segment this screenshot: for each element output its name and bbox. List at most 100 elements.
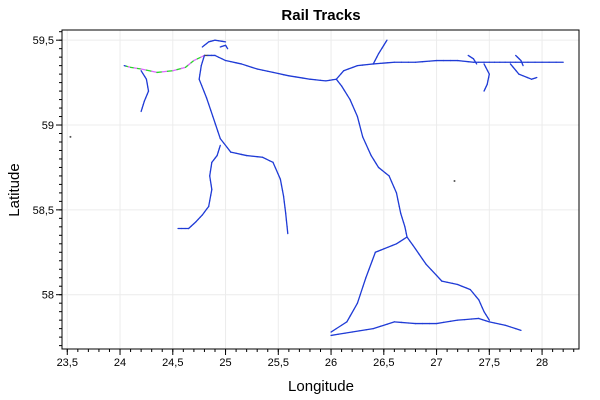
track-segment bbox=[145, 78, 148, 84]
x-tick-label: 24,5 bbox=[162, 357, 183, 369]
track-segment bbox=[472, 292, 477, 298]
track-segment bbox=[400, 212, 403, 219]
track-segment bbox=[509, 63, 514, 68]
track-segment bbox=[140, 107, 143, 113]
track-segment bbox=[469, 288, 474, 294]
track-segment bbox=[515, 327, 522, 331]
track-segment bbox=[372, 325, 381, 330]
track-segment bbox=[251, 66, 258, 70]
track-segment bbox=[435, 274, 443, 282]
track-segment bbox=[340, 321, 348, 326]
track-segment bbox=[375, 162, 380, 169]
track-segment bbox=[240, 153, 248, 157]
track-segment bbox=[267, 70, 274, 74]
track-segment bbox=[353, 302, 359, 311]
track-segment bbox=[351, 330, 360, 333]
track-segment bbox=[435, 321, 445, 325]
track-segment bbox=[386, 61, 396, 64]
track-segment bbox=[379, 62, 388, 65]
track-segment bbox=[180, 66, 187, 70]
track-segment bbox=[256, 68, 264, 71]
track-16 bbox=[515, 54, 524, 67]
x-tick-label: 26,5 bbox=[373, 357, 394, 369]
track-segment bbox=[383, 246, 389, 250]
track-segment bbox=[399, 238, 405, 243]
track-segment bbox=[151, 70, 158, 74]
track-segment bbox=[395, 240, 401, 245]
track-segment bbox=[176, 67, 182, 71]
track-segment bbox=[414, 248, 420, 255]
track-segment bbox=[209, 166, 212, 173]
track-segment bbox=[240, 63, 248, 67]
grid bbox=[62, 30, 579, 349]
track-segment bbox=[409, 240, 414, 246]
track-segment bbox=[210, 109, 214, 118]
x-tick-label: 24 bbox=[114, 357, 126, 369]
track-segment bbox=[356, 64, 364, 67]
track-segment bbox=[388, 175, 393, 183]
track-segment bbox=[205, 97, 210, 105]
track-segment bbox=[209, 179, 212, 186]
track-segment bbox=[330, 333, 339, 337]
track-segment bbox=[428, 59, 438, 62]
rail-tracks bbox=[123, 39, 564, 337]
track-segment bbox=[493, 322, 501, 325]
track-segment bbox=[449, 319, 459, 322]
track-segment bbox=[518, 73, 524, 77]
track-10 bbox=[372, 39, 388, 65]
plot-frame bbox=[61, 29, 580, 350]
track-segment bbox=[406, 236, 411, 242]
track-segment bbox=[203, 91, 208, 99]
track-segment bbox=[343, 89, 348, 96]
track-segment bbox=[521, 63, 524, 67]
track-segment bbox=[319, 79, 327, 82]
x-axis-label: Longitude bbox=[288, 378, 354, 395]
track-segment bbox=[367, 148, 372, 157]
track-segment bbox=[251, 155, 258, 158]
track-segment bbox=[534, 76, 538, 79]
track-segment bbox=[367, 63, 374, 66]
track-segment bbox=[509, 326, 517, 330]
track-segment bbox=[479, 303, 483, 309]
track-segment bbox=[418, 253, 424, 260]
track-segment bbox=[279, 178, 283, 186]
data-point bbox=[69, 135, 72, 138]
track-segment bbox=[372, 62, 381, 65]
track-segment bbox=[377, 166, 383, 171]
track-segment bbox=[265, 158, 271, 162]
chart-title: Rail Tracks bbox=[281, 7, 360, 24]
track-segment bbox=[425, 263, 432, 271]
track-segment bbox=[368, 260, 373, 270]
track-segment bbox=[358, 329, 367, 332]
track-segment bbox=[282, 74, 290, 77]
track-segment bbox=[343, 68, 349, 72]
y-axis-label: Latitude bbox=[6, 163, 23, 216]
track-segment bbox=[209, 194, 212, 202]
track-segment bbox=[330, 327, 337, 333]
track-segment bbox=[474, 61, 478, 65]
track-segment bbox=[199, 64, 202, 71]
track-segment bbox=[221, 58, 227, 62]
track-segment bbox=[481, 307, 485, 313]
track-segment bbox=[221, 40, 227, 43]
track-segment bbox=[364, 142, 369, 150]
track-segment bbox=[451, 282, 459, 286]
track-segment bbox=[256, 156, 264, 158]
track-segment bbox=[230, 61, 237, 64]
track-segment bbox=[230, 151, 237, 154]
track-segment bbox=[288, 75, 297, 78]
track-11 bbox=[483, 63, 490, 92]
track-segment bbox=[397, 199, 400, 208]
x-tick-label: 27 bbox=[430, 357, 442, 369]
track-8 bbox=[330, 317, 522, 337]
track-segment bbox=[261, 156, 267, 160]
track-segment bbox=[411, 244, 417, 250]
track-segment bbox=[245, 64, 253, 68]
track-segment bbox=[145, 69, 153, 72]
track-segment bbox=[226, 146, 232, 153]
track-14 bbox=[219, 44, 229, 50]
track-segment bbox=[372, 158, 377, 165]
track-segment bbox=[235, 152, 243, 156]
x-tick-label: 25 bbox=[219, 357, 231, 369]
track-segment bbox=[457, 59, 464, 62]
